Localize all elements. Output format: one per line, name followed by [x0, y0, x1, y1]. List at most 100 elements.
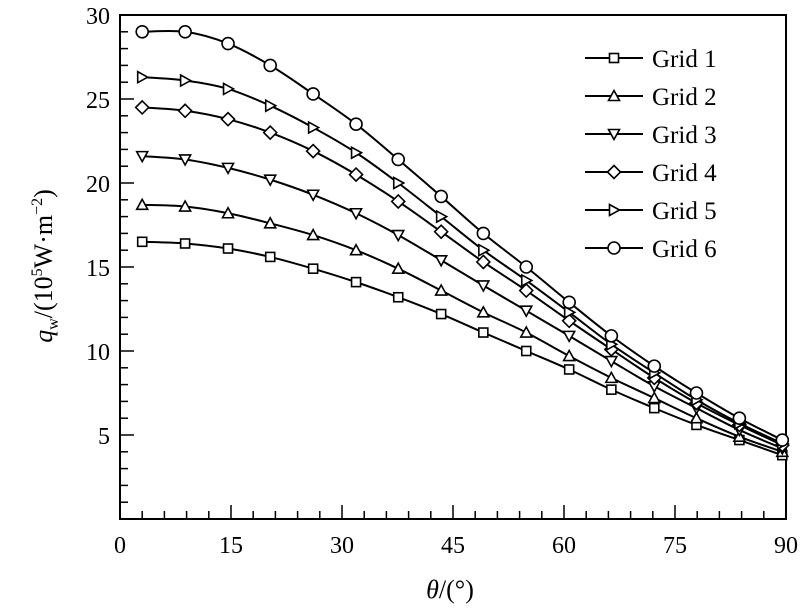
axes: 0 15 30 45 60 75 90 5 10 15 20 25 30 [86, 4, 798, 559]
x-tick-label: 45 [441, 533, 465, 559]
triangle-up-marker [607, 88, 621, 102]
legend-entry: Grid 2 [585, 84, 717, 111]
diamond-marker [348, 166, 364, 183]
diamond-marker [433, 224, 449, 240]
legend-label: Grid 3 [652, 122, 717, 149]
square-marker [478, 327, 489, 338]
circle-marker [263, 58, 278, 73]
triangle-up-marker [647, 390, 662, 404]
triangle-right-marker [563, 305, 577, 320]
circle-marker [135, 24, 149, 39]
triangle-up-marker [476, 305, 491, 318]
square-marker [392, 291, 404, 303]
circle-marker [607, 241, 621, 255]
square-marker [222, 243, 234, 254]
triangle-down-marker [604, 355, 619, 369]
y-tick-label: 5 [98, 424, 110, 450]
y-tick-label: 25 [86, 88, 110, 114]
triangle-up-marker [306, 227, 320, 241]
triangle-right-marker [222, 82, 236, 96]
circle-marker [221, 36, 235, 51]
series-line [142, 76, 783, 445]
triangle-up-marker [391, 261, 406, 274]
series-line [142, 106, 783, 446]
diamond-marker [475, 254, 491, 270]
series-group [134, 24, 790, 461]
circle-marker [476, 226, 491, 241]
triangle-right-marker [478, 243, 491, 258]
triangle-up-marker [519, 325, 534, 338]
square-marker [435, 308, 447, 320]
triangle-down-marker [178, 154, 192, 167]
circle-marker [562, 295, 576, 310]
y-tick-label: 10 [86, 340, 110, 366]
circle-marker [306, 87, 320, 101]
legend-label: Grid 1 [652, 46, 717, 73]
circle-marker [519, 260, 534, 274]
legend-entry: Grid 4 [585, 160, 717, 187]
series-2 [135, 197, 790, 458]
triangle-down-marker [221, 162, 235, 176]
circle-marker [434, 189, 448, 204]
triangle-down-marker [607, 128, 621, 142]
square-marker [179, 238, 191, 249]
circle-marker [647, 359, 662, 373]
diamond-marker [518, 282, 534, 299]
triangle-right-marker [264, 98, 278, 113]
triangle-up-marker [349, 243, 363, 256]
triangle-up-marker [689, 411, 704, 424]
square-marker [264, 251, 276, 263]
series-line [142, 203, 783, 453]
diamond-marker [177, 103, 193, 119]
series-line [142, 155, 783, 450]
legend-entry: Grid 5 [585, 198, 717, 225]
diamond-marker [220, 111, 236, 127]
x-axis-label: θ/(°) [426, 575, 474, 604]
square-marker [520, 345, 532, 357]
triangle-right-marker [520, 273, 534, 288]
square-marker [563, 364, 575, 375]
diamond-marker [390, 193, 406, 210]
circle-marker [689, 386, 704, 400]
circle-marker [391, 152, 406, 167]
x-axis-label-rest: /(°) [439, 575, 474, 604]
legend: Grid 1 Grid 2 Grid 3 Grid 4 Grid 5 Grid 6 [585, 46, 717, 263]
x-tick-label: 75 [663, 533, 687, 559]
triangle-right-marker [350, 145, 364, 160]
y-tick-label: 20 [86, 172, 110, 198]
triangle-up-marker [562, 348, 577, 362]
square-marker [136, 236, 148, 248]
diamond-marker [305, 143, 321, 159]
circle-marker [775, 433, 790, 447]
y-axis-label: qw/(105W·m−2) [29, 189, 62, 343]
triangle-up-marker [135, 197, 150, 211]
triangle-down-marker [519, 305, 534, 318]
triangle-down-marker [434, 254, 449, 268]
series-line [142, 240, 783, 457]
series-5 [136, 70, 790, 451]
y-tick-label: 30 [86, 4, 110, 30]
legend-entry: Grid 6 [585, 236, 717, 263]
series-3 [135, 150, 790, 456]
diamond-marker [262, 124, 278, 141]
triangle-right-marker [136, 70, 150, 85]
triangle-right-marker [435, 209, 449, 224]
triangle-up-marker [178, 199, 192, 212]
diamond-marker [134, 99, 150, 116]
square-marker [606, 384, 617, 395]
series-line [142, 29, 783, 441]
triangle-up-marker [434, 283, 449, 296]
circle-marker [732, 411, 747, 426]
legend-entry: Grid 3 [585, 122, 717, 149]
series-6 [135, 24, 790, 447]
square-marker [350, 276, 362, 288]
series-4 [134, 99, 790, 453]
legend-label: Grid 6 [652, 236, 717, 263]
x-tick-label: 15 [219, 533, 243, 559]
triangle-down-marker [562, 330, 577, 344]
circle-marker [349, 117, 363, 131]
triangle-down-marker [476, 280, 491, 293]
square-marker [608, 52, 620, 64]
x-tick-label: 60 [552, 533, 576, 559]
